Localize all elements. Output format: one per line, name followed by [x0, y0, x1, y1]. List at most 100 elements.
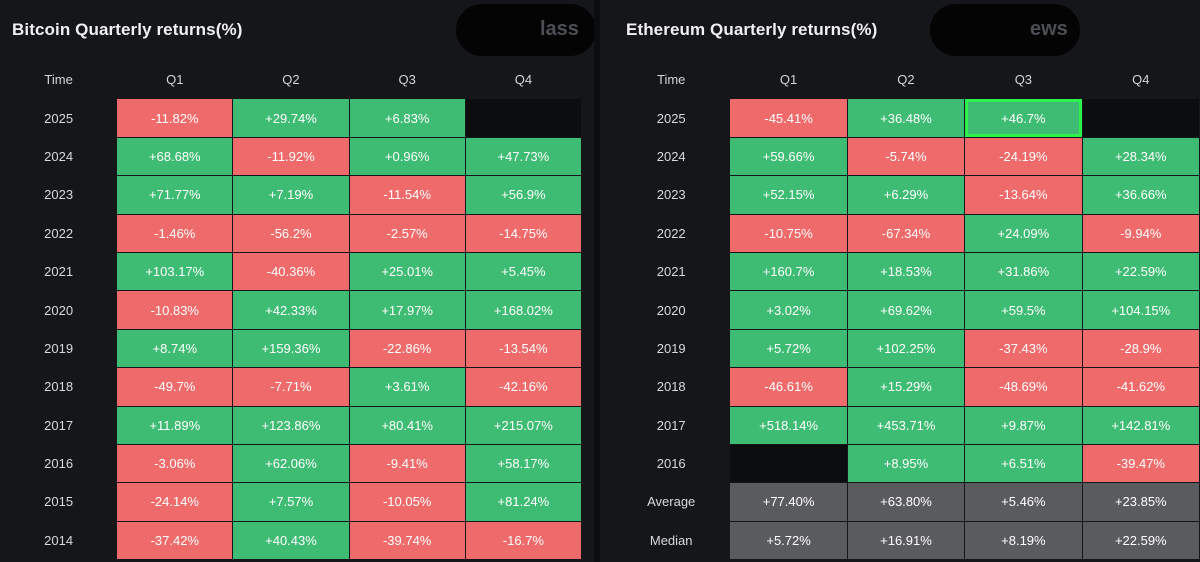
- eth-return-cell-q3: +8.19%: [964, 520, 1083, 561]
- eth-return-cell-q1: -45.41%: [729, 98, 848, 138]
- btc-return-cell-q3: -22.86%: [348, 328, 466, 369]
- btc-row-label: 2015: [0, 482, 118, 522]
- eth-row-average: Average +77.40% +63.80% +5.46% +23.85%: [611, 482, 1200, 522]
- eth-row-label: Median: [611, 520, 731, 561]
- btc-empty-cell-q4: [464, 98, 583, 138]
- btc-row-2025: 2025 -11.82% +29.74% +6.83%: [0, 98, 583, 138]
- btc-row-label: 2023: [0, 175, 118, 215]
- btc-return-cell-q3: -11.54%: [348, 175, 466, 215]
- eth-row-label: 2024: [611, 136, 731, 177]
- watermark-redaction: [930, 4, 1080, 56]
- eth-return-cell-q4: -28.9%: [1081, 328, 1200, 369]
- btc-return-cell-q1: -11.82%: [116, 98, 234, 138]
- eth-column-header-q4: Q4: [1081, 59, 1200, 100]
- eth-column-header-q2: Q2: [846, 59, 966, 100]
- eth-return-cell-q4: +23.85%: [1081, 482, 1200, 522]
- btc-row-2021: 2021 +103.17% -40.36% +25.01% +5.45%: [0, 251, 583, 292]
- btc-return-cell-q4: +47.73%: [464, 136, 583, 177]
- eth-return-cell-q3: -48.69%: [964, 367, 1083, 407]
- btc-return-cell-q3: -39.74%: [348, 520, 466, 561]
- eth-header-row: Time Q1 Q2 Q3 Q4: [611, 59, 1200, 100]
- bitcoin-panel: Bitcoin Quarterly returns(%) lass Time Q1…: [0, 0, 594, 562]
- eth-return-cell-q4: -9.94%: [1081, 213, 1200, 253]
- btc-return-cell-q3: -2.57%: [348, 213, 466, 253]
- eth-return-cell-q1: +77.40%: [729, 482, 848, 522]
- eth-return-cell-q2: +102.25%: [846, 328, 966, 369]
- btc-return-cell-q1: +11.89%: [116, 405, 234, 445]
- eth-return-cell-q4: +28.34%: [1081, 136, 1200, 177]
- btc-row-2014: 2014 -37.42% +40.43% -39.74% -16.7%: [0, 520, 583, 561]
- eth-row-2020: 2020 +3.02% +69.62% +59.5% +104.15%: [611, 290, 1200, 330]
- eth-return-cell-q4: +22.59%: [1081, 520, 1200, 561]
- btc-return-cell-q2: +29.74%: [232, 98, 350, 138]
- eth-return-cell-q2: +18.53%: [846, 251, 966, 292]
- eth-row-2019: 2019 +5.72% +102.25% -37.43% -28.9%: [611, 328, 1200, 369]
- eth-return-cell-q2: +69.62%: [846, 290, 966, 330]
- eth-row-2023: 2023 +52.15% +6.29% -13.64% +36.66%: [611, 175, 1200, 215]
- eth-return-cell-q3: +24.09%: [964, 213, 1083, 253]
- btc-row-2019: 2019 +8.74% +159.36% -22.86% -13.54%: [0, 328, 583, 369]
- btc-return-cell-q1: +68.68%: [116, 136, 234, 177]
- eth-return-cell-q2: -67.34%: [846, 213, 966, 253]
- btc-return-cell-q1: -37.42%: [116, 520, 234, 561]
- btc-return-cell-q4: +58.17%: [464, 443, 583, 484]
- eth-return-cell-q2: -5.74%: [846, 136, 966, 177]
- eth-return-cell-q2: +15.29%: [846, 367, 966, 407]
- eth-return-cell-q2: +6.29%: [846, 175, 966, 215]
- eth-column-header-time: Time: [611, 59, 731, 100]
- btc-return-cell-q2: +62.06%: [232, 443, 350, 484]
- eth-row-median: Median +5.72% +16.91% +8.19% +22.59%: [611, 520, 1200, 561]
- btc-return-cell-q4: +168.02%: [464, 290, 583, 330]
- eth-row-label: 2018: [611, 367, 731, 407]
- btc-return-cell-q2: +7.19%: [232, 175, 350, 215]
- btc-return-cell-q2: -7.71%: [232, 367, 350, 407]
- btc-row-2020: 2020 -10.83% +42.33% +17.97% +168.02%: [0, 290, 583, 330]
- eth-return-cell-q2: +453.71%: [846, 405, 966, 445]
- ethereum-panel: Ethereum Quarterly returns(%) ews Time Q1…: [600, 0, 1200, 562]
- eth-column-header-q3: Q3: [964, 59, 1083, 100]
- btc-return-cell-q3: -9.41%: [348, 443, 466, 484]
- btc-row-label: 2025: [0, 98, 118, 138]
- eth-row-label: 2017: [611, 405, 731, 445]
- btc-return-cell-q2: -40.36%: [232, 251, 350, 292]
- btc-header-row: Time Q1 Q2 Q3 Q4: [0, 59, 583, 100]
- btc-return-cell-q2: -11.92%: [232, 136, 350, 177]
- btc-return-cell-q2: +40.43%: [232, 520, 350, 561]
- btc-return-cell-q3: +80.41%: [348, 405, 466, 445]
- btc-row-2017: 2017 +11.89% +123.86% +80.41% +215.07%: [0, 405, 583, 445]
- eth-row-2017: 2017 +518.14% +453.71% +9.87% +142.81%: [611, 405, 1200, 445]
- btc-row-label: 2017: [0, 405, 118, 445]
- eth-return-cell-q3: -37.43%: [964, 328, 1083, 369]
- eth-return-cell-q1: +5.72%: [729, 520, 848, 561]
- btc-return-cell-q1: +8.74%: [116, 328, 234, 369]
- eth-return-cell-q1: -10.75%: [729, 213, 848, 253]
- btc-row-2016: 2016 -3.06% +62.06% -9.41% +58.17%: [0, 443, 583, 484]
- bitcoin-watermark: lass: [540, 18, 579, 40]
- btc-row-label: 2021: [0, 251, 118, 292]
- btc-return-cell-q4: -16.7%: [464, 520, 583, 561]
- btc-return-cell-q1: -10.83%: [116, 290, 234, 330]
- btc-row-label: 2024: [0, 136, 118, 177]
- eth-return-cell-q3: +31.86%: [964, 251, 1083, 292]
- btc-column-header-time: Time: [0, 59, 118, 100]
- eth-return-cell-q3: +9.87%: [964, 405, 1083, 445]
- eth-row-2024: 2024 +59.66% -5.74% -24.19% +28.34%: [611, 136, 1200, 177]
- btc-return-cell-q3: +6.83%: [348, 98, 466, 138]
- eth-return-cell-q1: +59.66%: [729, 136, 848, 177]
- eth-return-cell-q3: +46.7%: [964, 98, 1083, 138]
- eth-row-2022: 2022 -10.75% -67.34% +24.09% -9.94%: [611, 213, 1200, 253]
- eth-return-cell-q3: +6.51%: [964, 443, 1083, 484]
- eth-row-label: Average: [611, 482, 731, 522]
- btc-row-2018: 2018 -49.7% -7.71% +3.61% -42.16%: [0, 367, 583, 407]
- eth-empty-cell-q4: [1081, 98, 1200, 138]
- eth-return-cell-q1: +52.15%: [729, 175, 848, 215]
- btc-return-cell-q2: -56.2%: [232, 213, 350, 253]
- btc-row-label: 2020: [0, 290, 118, 330]
- btc-row-label: 2016: [0, 443, 118, 484]
- eth-return-cell-q4: -41.62%: [1081, 367, 1200, 407]
- eth-row-label: 2020: [611, 290, 731, 330]
- eth-return-cell-q3: -13.64%: [964, 175, 1083, 215]
- btc-return-cell-q4: +56.9%: [464, 175, 583, 215]
- eth-return-cell-q4: -39.47%: [1081, 443, 1200, 484]
- bitcoin-returns-table: Time Q1 Q2 Q3 Q4 2025 -11.82% +29.74% +6.83% 2024…: [0, 59, 583, 561]
